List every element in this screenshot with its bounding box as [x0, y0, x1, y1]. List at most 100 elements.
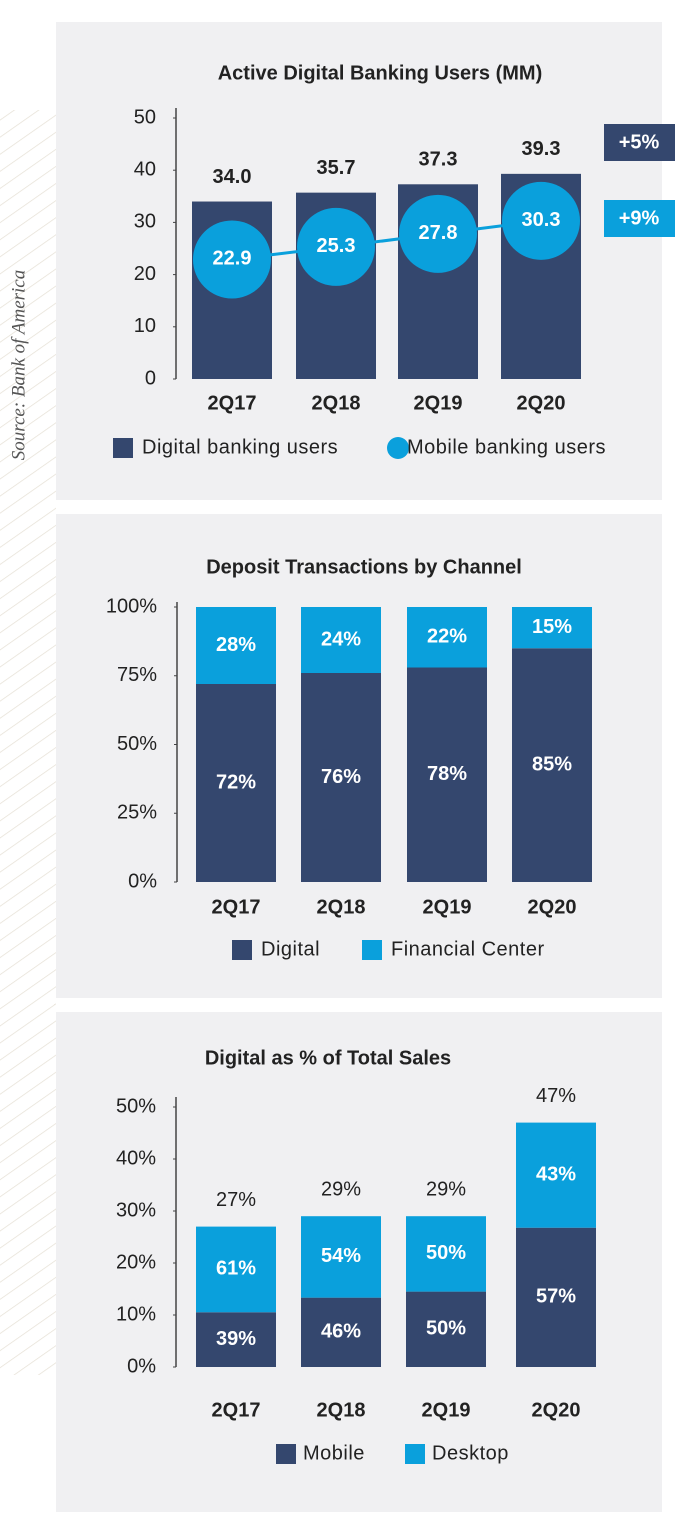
- x-tick-label: 2Q18: [317, 1399, 366, 1421]
- bar-segment: [301, 1297, 381, 1367]
- data-label: 39.3: [522, 138, 561, 160]
- bubble: [193, 220, 271, 299]
- bar-segment: [407, 667, 487, 882]
- data-label: 78%: [427, 763, 467, 785]
- data-label: 28%: [216, 634, 256, 656]
- line: [231, 219, 542, 261]
- annotation-box: [604, 124, 675, 161]
- data-label: 50%: [426, 1318, 466, 1340]
- bar-segment: [406, 1216, 486, 1292]
- y-tick-label: 30%: [116, 1199, 156, 1221]
- legend-swatch: [232, 940, 252, 960]
- total-label: 27%: [216, 1189, 256, 1211]
- legend-label: Digital: [261, 938, 320, 960]
- x-tick-label: 2Q17: [208, 392, 257, 414]
- bar-segment: [196, 684, 276, 882]
- data-label: 27.8: [419, 222, 458, 244]
- y-tick-label: 50%: [116, 1095, 156, 1117]
- data-label: 72%: [216, 771, 256, 793]
- y-tick-label: 0%: [127, 1355, 156, 1377]
- y-tick-label: 20%: [116, 1251, 156, 1273]
- legend-swatch: [276, 1444, 296, 1464]
- y-tick-label: 75%: [117, 664, 157, 686]
- legend-swatch: [113, 438, 133, 458]
- y-tick-label: 20: [134, 263, 156, 285]
- legend-label: Desktop: [432, 1442, 509, 1464]
- data-label: 30.3: [522, 209, 561, 231]
- chart-title: Deposit Transactions by Channel: [206, 556, 522, 578]
- data-label: 39%: [216, 1328, 256, 1350]
- legend-swatch: [387, 437, 409, 459]
- bar-segment: [196, 607, 276, 684]
- bar-segment: [516, 1227, 596, 1367]
- bar-segment: [301, 607, 381, 673]
- y-tick-label: 10: [134, 315, 156, 337]
- annotation: +9%: [619, 207, 660, 229]
- data-label: 22%: [427, 626, 467, 648]
- bar-segment: [407, 607, 487, 668]
- data-label: 34.0: [213, 166, 252, 188]
- annotation-box: [604, 200, 675, 237]
- y-tick-label: 0%: [128, 870, 157, 892]
- legend-swatch: [362, 940, 382, 960]
- bubble: [399, 194, 477, 273]
- data-label: 76%: [321, 766, 361, 788]
- x-tick-label: 2Q17: [212, 896, 261, 918]
- x-tick-label: 2Q20: [532, 1399, 581, 1421]
- x-tick-label: 2Q17: [212, 1399, 261, 1421]
- chart-title: Digital as % of Total Sales: [205, 1047, 451, 1069]
- bar-segment: [512, 607, 592, 649]
- bubble: [502, 181, 580, 260]
- data-label: 43%: [536, 1163, 576, 1185]
- bar-segment: [196, 1312, 276, 1367]
- data-label: 46%: [321, 1321, 361, 1343]
- data-label: 24%: [321, 628, 361, 650]
- data-label: 57%: [536, 1286, 576, 1308]
- legend-label: Mobile: [303, 1442, 365, 1464]
- y-tick-label: 10%: [116, 1303, 156, 1325]
- legend-swatch: [405, 1444, 425, 1464]
- y-tick-label: 40: [134, 158, 156, 180]
- data-label: 22.9: [213, 248, 252, 270]
- source: Source: Bank of America: [8, 270, 29, 460]
- x-tick-label: 2Q18: [317, 896, 366, 918]
- bar-segment: [406, 1291, 486, 1367]
- total-label: 47%: [536, 1085, 576, 1107]
- stripe-decoration: [0, 110, 56, 1375]
- y-tick-label: 40%: [116, 1147, 156, 1169]
- legend-label: Digital banking users: [142, 436, 338, 458]
- chart-title: Active Digital Banking Users (MM): [218, 62, 543, 84]
- bar-segment: [516, 1122, 596, 1228]
- x-tick-label: 2Q19: [422, 1399, 471, 1421]
- total-label: 29%: [321, 1178, 361, 1200]
- y-tick-label: 50: [134, 106, 156, 128]
- y-tick-label: 25%: [117, 802, 157, 824]
- bar-segment: [301, 673, 381, 882]
- legend-label: Financial Center: [391, 938, 545, 960]
- x-tick-label: 2Q19: [423, 896, 472, 918]
- x-tick-label: 2Q20: [517, 392, 566, 414]
- data-label: 50%: [426, 1242, 466, 1264]
- x-tick-label: 2Q19: [414, 392, 463, 414]
- bar-segment: [512, 648, 592, 882]
- y-tick-label: 30: [134, 211, 156, 233]
- y-tick-label: 0: [145, 367, 156, 389]
- data-label: 15%: [532, 616, 572, 638]
- legend-label: Mobile banking users: [407, 436, 606, 458]
- data-label: 37.3: [419, 149, 458, 171]
- data-label: 85%: [532, 753, 572, 775]
- bar-segment: [196, 1226, 276, 1313]
- bubble: [297, 207, 375, 286]
- data-label: 61%: [216, 1258, 256, 1280]
- annotation: +5%: [619, 131, 660, 153]
- x-tick-label: 2Q20: [528, 896, 577, 918]
- y-tick-label: 100%: [106, 595, 157, 617]
- bar-segment: [301, 1216, 381, 1298]
- data-label: 25.3: [317, 235, 356, 257]
- data-label: 54%: [321, 1245, 361, 1267]
- x-tick-label: 2Q18: [312, 392, 361, 414]
- data-label: 35.7: [317, 157, 356, 179]
- y-tick-label: 50%: [117, 733, 157, 755]
